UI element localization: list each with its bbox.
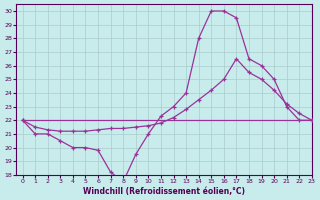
X-axis label: Windchill (Refroidissement éolien,°C): Windchill (Refroidissement éolien,°C) — [83, 187, 245, 196]
